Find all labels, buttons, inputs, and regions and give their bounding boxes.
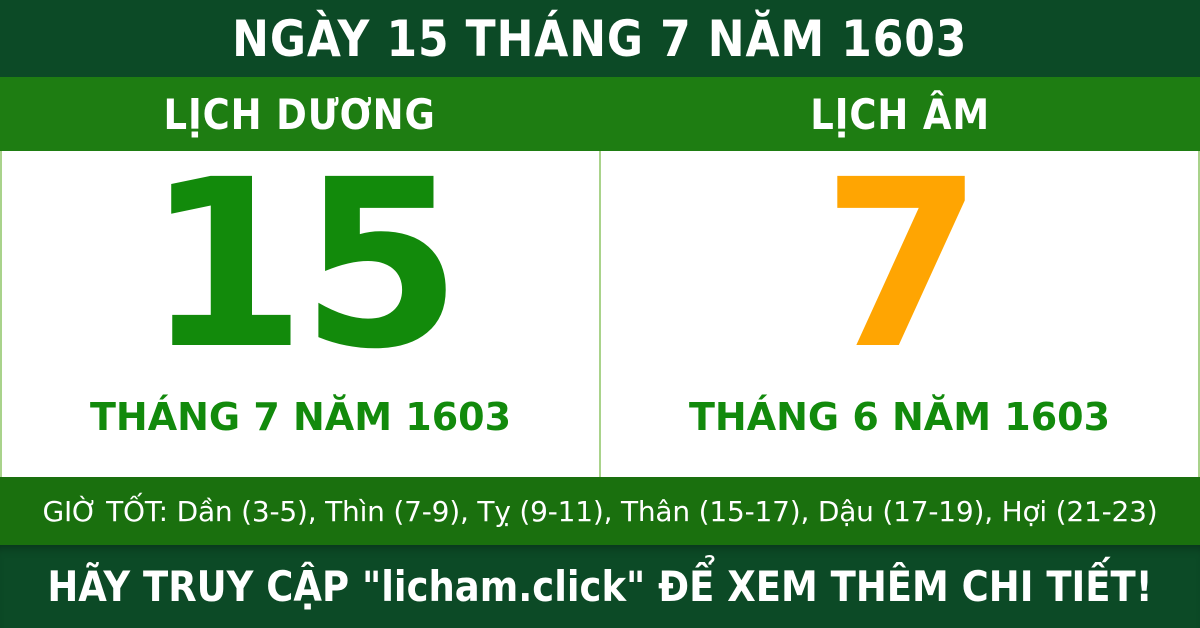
lunar-calendar-panel: 7 THÁNG 6 NĂM 1603 [601, 130, 1198, 477]
lunar-calendar-heading: LỊCH ÂM [600, 77, 1200, 151]
calendar-body: 15 THÁNG 7 NĂM 1603 7 THÁNG 6 NĂM 1603 [0, 130, 1200, 477]
page-title: NGÀY 15 THÁNG 7 NĂM 1603 [232, 9, 968, 68]
column-headers: LỊCH DƯƠNG LỊCH ÂM [0, 77, 1200, 151]
lunar-month-year-label: THÁNG 6 NĂM 1603 [688, 395, 1111, 439]
solar-day-number: 15 [145, 130, 462, 400]
lunar-calendar-heading-label: LỊCH ÂM [810, 89, 990, 139]
lunar-day-number: 7 [821, 130, 983, 400]
solar-month-year-label: THÁNG 7 NĂM 1603 [89, 395, 512, 439]
footer-call-to-action: HÃY TRUY CẬP "licham.click" ĐỂ XEM THÊM … [47, 562, 1153, 611]
good-hours-bar: GIỜ TỐT: Dần (3-5), Thìn (7-9), Tỵ (9-11… [0, 477, 1200, 545]
header-bar: NGÀY 15 THÁNG 7 NĂM 1603 [0, 0, 1200, 77]
column-divider [599, 151, 601, 477]
solar-calendar-panel: 15 THÁNG 7 NĂM 1603 [2, 130, 599, 477]
solar-calendar-heading: LỊCH DƯƠNG [0, 77, 600, 151]
solar-calendar-heading-label: LỊCH DƯƠNG [163, 89, 437, 139]
good-hours-text: GIỜ TỐT: Dần (3-5), Thìn (7-9), Tỵ (9-11… [42, 494, 1158, 528]
footer-bar: HÃY TRUY CẬP "licham.click" ĐỂ XEM THÊM … [0, 545, 1200, 628]
